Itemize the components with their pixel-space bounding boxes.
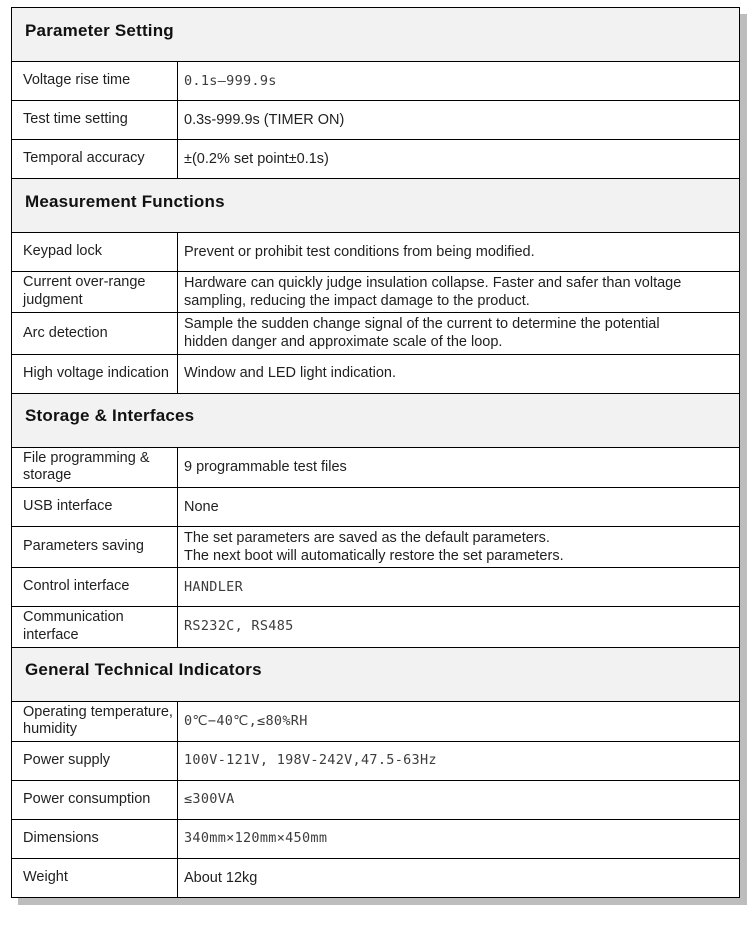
spec-row: Test time setting 0.3s-999.9s (TIMER ON) [11,100,740,140]
spec-label: Current over-range judgment [11,270,178,314]
spec-value: 100V-121V, 198V-242V,47.5-63Hz [177,740,740,781]
spec-label: Test time setting [11,100,178,140]
spec-value: 9 programmable test files [177,446,740,488]
spec-row: Keypad lock Prevent or prohibit test con… [11,232,740,272]
spec-row: Arc detection Sample the sudden change s… [11,312,740,355]
spec-row: Power supply 100V-121V, 198V-242V,47.5-6… [11,740,740,781]
spec-row: Temporal accuracy ±(0.2% set point±0.1s) [11,139,740,179]
spec-value: Hardware can quickly judge insulation co… [177,270,740,314]
spec-label: Control interface [11,567,178,608]
spec-value: HANDLER [177,567,740,608]
spec-label: Power supply [11,740,178,781]
spec-value: ≤300VA [177,779,740,820]
spec-value: 0℃−40℃,≤80%RH [177,700,740,742]
spec-label: High voltage indication [11,353,178,394]
section-title: Storage & Interfaces [11,392,740,448]
spec-value: 340mm×120mm×450mm [177,818,740,859]
spec-label: Weight [11,857,178,898]
spec-row: Dimensions 340mm×120mm×450mm [11,818,740,859]
spec-sheet: Parameter Setting Voltage rise time 0.1s… [11,7,740,898]
section-header-storage-interfaces: Storage & Interfaces [11,392,740,448]
spec-row: Parameters saving The set parameters are… [11,525,740,569]
section-title: Measurement Functions [11,178,740,233]
spec-label: Arc detection [11,312,178,355]
spec-value: 0.3s-999.9s (TIMER ON) [177,100,740,140]
spec-label: Dimensions [11,818,178,859]
spec-value: The set parameters are saved as the defa… [177,525,740,569]
spec-label: Communication interface [11,606,178,648]
spec-label: USB interface [11,486,178,527]
spec-label: File programming & storage [11,446,178,488]
section-title: General Technical Indicators [11,646,740,702]
spec-label: Keypad lock [11,232,178,272]
spec-value: ±(0.2% set point±0.1s) [177,139,740,179]
spec-value: Sample the sudden change signal of the c… [177,312,740,355]
spec-value: 0.1s–999.9s [177,61,740,101]
spec-row: Control interface HANDLER [11,567,740,608]
spec-value: About 12kg [177,857,740,898]
spec-row: File programming & storage 9 programmabl… [11,446,740,488]
spec-value: None [177,486,740,527]
spec-label: Temporal accuracy [11,139,178,179]
spec-row: Voltage rise time 0.1s–999.9s [11,61,740,101]
spec-value: Window and LED light indication. [177,353,740,394]
spec-value: Prevent or prohibit test conditions from… [177,232,740,272]
spec-row: Power consumption ≤300VA [11,779,740,820]
spec-label: Voltage rise time [11,61,178,101]
spec-row: Communication interface RS232C, RS485 [11,606,740,648]
section-header-general-technical-indicators: General Technical Indicators [11,646,740,702]
section-header-parameter-setting: Parameter Setting [11,7,740,62]
spec-value: RS232C, RS485 [177,606,740,648]
section-title: Parameter Setting [11,7,740,62]
spec-table: Parameter Setting Voltage rise time 0.1s… [11,7,740,898]
spec-label: Operating temperature, humidity [11,700,178,742]
spec-row: USB interface None [11,486,740,527]
spec-row: Weight About 12kg [11,857,740,898]
spec-row: High voltage indication Window and LED l… [11,353,740,394]
spec-row: Current over-range judgment Hardware can… [11,270,740,314]
spec-row: Operating temperature, humidity 0℃−40℃,≤… [11,700,740,742]
spec-label: Parameters saving [11,525,178,569]
section-header-measurement-functions: Measurement Functions [11,178,740,233]
spec-label: Power consumption [11,779,178,820]
